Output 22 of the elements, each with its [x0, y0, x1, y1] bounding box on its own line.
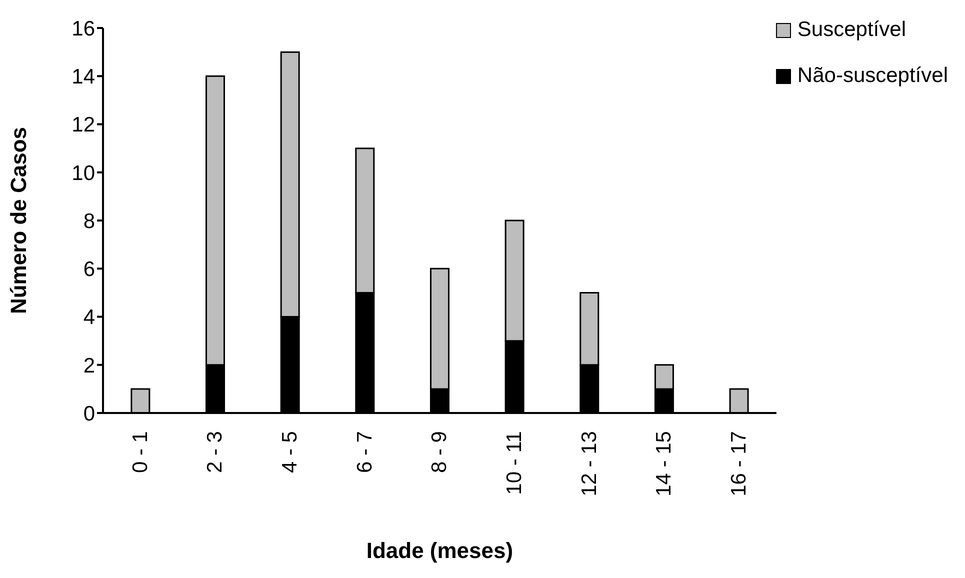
- y-tick-label: 14: [72, 66, 96, 89]
- x-tick-label: 2 - 3: [204, 431, 227, 474]
- x-tick-label: 6 - 7: [353, 431, 376, 474]
- x-tick-label: 8 - 9: [428, 431, 452, 474]
- y-tick-label: 12: [72, 114, 95, 137]
- x-tick-label: 0 - 1: [128, 431, 152, 474]
- legend-label: Não-susceptível: [797, 64, 948, 88]
- x-tick-label: 16 - 17: [728, 431, 751, 496]
- y-tick-label: 0: [83, 402, 95, 426]
- y-tick-label: 4: [83, 306, 96, 330]
- x-tick-label: 12 - 13: [578, 431, 601, 496]
- y-tick-label: 16: [72, 17, 95, 40]
- y-tick-label: 10: [72, 162, 95, 185]
- x-tick-label: 14 - 15: [652, 431, 676, 496]
- x-tick-label: 4 - 5: [278, 431, 302, 474]
- x-axis-title: Idade (meses): [366, 538, 514, 563]
- legend-label: Susceptível: [797, 18, 906, 42]
- y-tick-label: 6: [83, 258, 95, 282]
- y-tick-label: 2: [83, 354, 95, 378]
- y-axis-title: Número de Casos: [6, 126, 31, 314]
- x-tick-label: 10 - 11: [503, 431, 526, 495]
- y-tick-label: 8: [83, 210, 95, 233]
